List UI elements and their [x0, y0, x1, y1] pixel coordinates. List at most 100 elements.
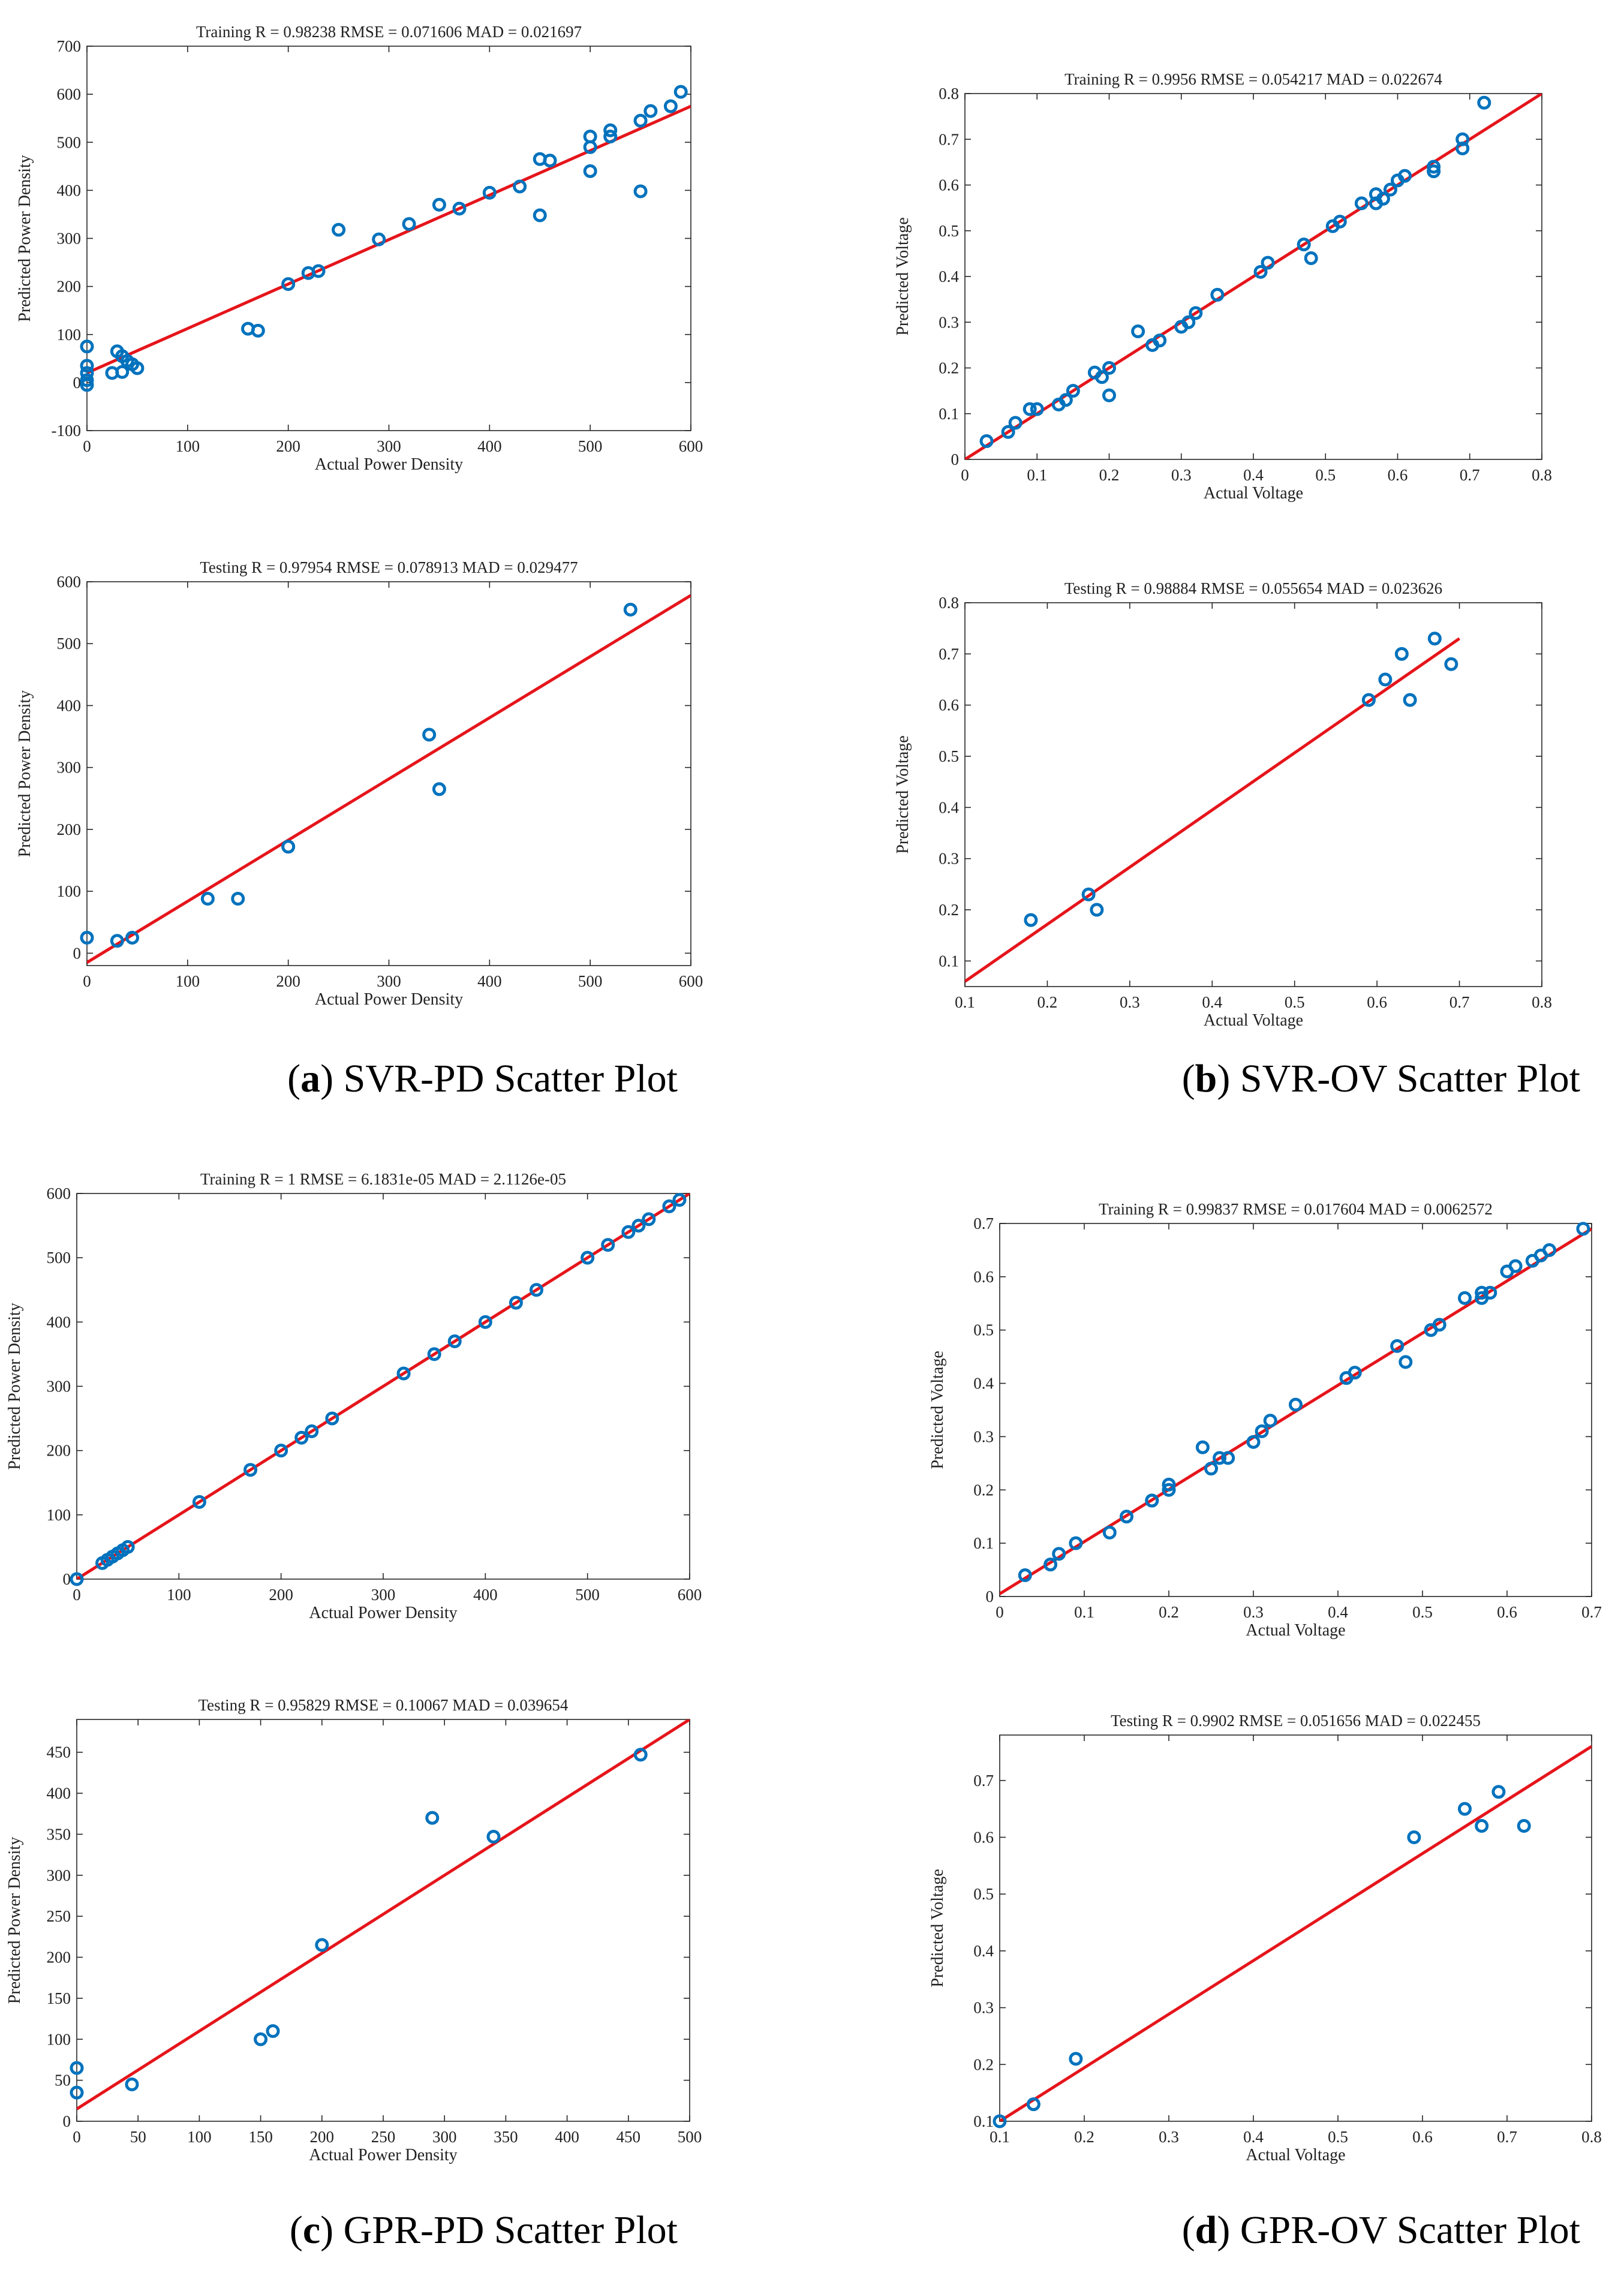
- data-point: [1398, 169, 1412, 183]
- data-point: [1263, 1414, 1277, 1428]
- caption-text: ) GPR-PD Scatter Plot: [320, 2208, 678, 2252]
- data-point: [673, 85, 688, 99]
- y-tick-label: 0: [63, 2112, 71, 2130]
- fit-line: [77, 1193, 690, 1579]
- x-tick-label: 100: [187, 2128, 212, 2146]
- y-tick-label: 400: [47, 1313, 71, 1331]
- y-tick-label: 0.3: [939, 313, 959, 331]
- data-point: [1289, 1397, 1303, 1412]
- data-point: [1376, 191, 1390, 206]
- data-point: [396, 1366, 411, 1381]
- x-tick-label: 50: [130, 2128, 146, 2146]
- data-point: [402, 217, 416, 231]
- x-tick-label: 0.5: [1285, 993, 1305, 1011]
- data-point: [130, 361, 145, 375]
- x-tick-label: 200: [310, 2128, 335, 2146]
- data-point: [1066, 384, 1080, 398]
- y-tick-label: 300: [57, 759, 82, 777]
- data-point: [1153, 333, 1167, 348]
- chart-2: 0 0.1 0.2 0.3 0.4 0.5 0.6 0.7 0.8 0 0.1 0.2 0.3 0.4 0.…: [894, 70, 1552, 503]
- x-axis-label: Actual Power Density: [309, 1604, 457, 1622]
- x-tick-label: 0: [73, 2128, 81, 2146]
- caption-c: (c) GPR-PD Scatter Plot: [290, 2208, 678, 2252]
- x-tick-label: 0.1: [1027, 466, 1047, 484]
- data-point: [1024, 913, 1038, 927]
- y-tick-label: 0.6: [939, 176, 959, 194]
- x-tick-label: 0.3: [1120, 993, 1140, 1011]
- data-point: [325, 1411, 339, 1426]
- caption-text: ) SVR-PD Scatter Plot: [320, 1057, 678, 1101]
- fit-line: [77, 1719, 690, 2110]
- data-point: [631, 1219, 646, 1233]
- x-tick-label: 0.5: [1412, 1603, 1433, 1621]
- y-tick-label: 100: [57, 882, 82, 900]
- caption-b: (b) SVR-OV Scatter Plot: [1182, 1057, 1580, 1101]
- y-tick-label: 0.2: [973, 2055, 994, 2073]
- x-tick-label: 100: [167, 1586, 191, 1604]
- x-tick-label: 400: [555, 2128, 579, 2146]
- x-tick-label: 0.7: [1581, 1603, 1602, 1621]
- x-tick-label: 400: [477, 437, 502, 455]
- data-point: [1304, 251, 1318, 265]
- data-point: [1444, 657, 1458, 671]
- data-point: [486, 1830, 501, 1844]
- x-tick-label: 0.6: [1412, 2128, 1433, 2146]
- data-point: [1253, 264, 1268, 279]
- data-point: [432, 197, 446, 212]
- y-tick-label: 0.3: [973, 1427, 994, 1445]
- data-point: [1102, 1525, 1117, 1540]
- data-point: [1427, 632, 1442, 646]
- data-point: [1491, 1785, 1506, 1799]
- x-tick-label: 200: [276, 437, 300, 455]
- y-tick-label: 500: [57, 635, 82, 653]
- x-axis-label: Actual Power Density: [315, 455, 463, 474]
- data-point: [1189, 306, 1203, 320]
- x-tick-label: 500: [578, 437, 603, 455]
- data-point: [432, 782, 446, 796]
- data-point: [1022, 402, 1037, 416]
- data-point: [509, 1295, 523, 1310]
- y-tick-label: 0: [73, 944, 82, 962]
- data-point: [125, 931, 140, 945]
- data-point: [633, 113, 648, 128]
- y-tick-label: 700: [57, 37, 82, 55]
- caption-d: (d) GPR-OV Scatter Plot: [1182, 2208, 1580, 2252]
- x-tick-label: 350: [494, 2128, 518, 2146]
- data-point: [1333, 215, 1347, 228]
- x-tick-label: 300: [377, 972, 401, 990]
- y-tick-label: 0.8: [939, 594, 959, 612]
- caption-letter: b: [1195, 1057, 1217, 1101]
- data-point: [192, 1495, 206, 1509]
- data-point: [1030, 402, 1044, 416]
- x-tick-label: 200: [276, 972, 300, 990]
- data-point: [80, 378, 94, 392]
- data-point: [281, 840, 296, 854]
- data-point: [1390, 1339, 1405, 1353]
- x-tick-label: 0.7: [1449, 993, 1470, 1011]
- data-point: [1383, 182, 1397, 197]
- plot-title: Training R = 0.98238 RMSE = 0.071606 MAD…: [196, 23, 582, 41]
- x-tick-label: 100: [176, 437, 200, 455]
- data-point: [643, 104, 658, 118]
- plot-frame: [999, 1223, 1592, 1597]
- x-tick-label: 0.4: [1243, 2128, 1264, 2146]
- x-axis-label: Actual Power Density: [309, 2146, 457, 2164]
- x-tick-label: 400: [477, 972, 502, 990]
- y-tick-label: 50: [55, 2071, 71, 2089]
- data-point: [533, 208, 547, 223]
- data-point: [1455, 142, 1470, 155]
- y-tick-label: 200: [57, 820, 82, 838]
- y-tick-label: 200: [57, 278, 82, 296]
- y-tick-label: 0.1: [973, 1534, 994, 1552]
- data-point: [1458, 1291, 1472, 1305]
- data-point: [1120, 1510, 1133, 1524]
- plot-title: Training R = 1 RMSE = 6.1831e-05 MAD = 2…: [200, 1170, 566, 1188]
- chart-1: 0 100 200 300 400 500 600-10001002003004005006…: [16, 23, 703, 474]
- x-tick-label: 300: [377, 437, 401, 455]
- data-point: [1427, 160, 1441, 174]
- data-point: [243, 1463, 258, 1477]
- y-tick-label: 0.2: [939, 359, 959, 377]
- data-point: [672, 1193, 687, 1207]
- data-point: [979, 434, 994, 448]
- data-point: [1427, 164, 1441, 179]
